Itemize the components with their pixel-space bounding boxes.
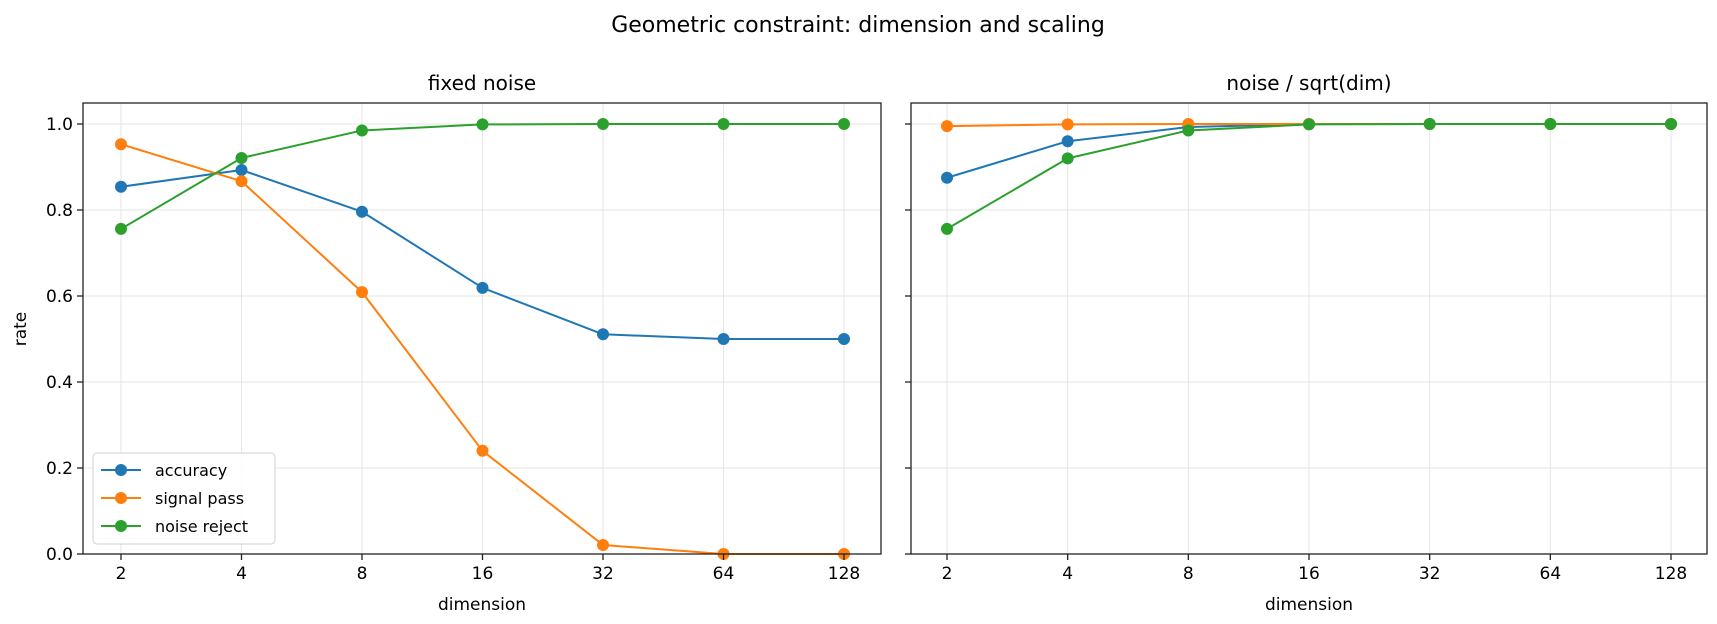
data-point-accuracy (941, 171, 953, 184)
panel-noise-sqrt-dim: noise / sqrt(dim) 2 4 8 16 32 64 128 dimension (905, 71, 1708, 615)
panel-fixed-noise: fixed noise 2 4 8 16 32 64 128 0.0 0.2 0.4 0.6 0.8 1… (11, 71, 882, 615)
data-point-noise-reject (476, 118, 489, 131)
legend-marker-icon (115, 464, 127, 476)
data-point-accuracy (597, 328, 609, 341)
panel-title: fixed noise (428, 71, 536, 95)
data-point-noise-reject (356, 124, 368, 137)
data-point-signal-pass (476, 444, 489, 457)
axis-ticks: 2 4 8 16 32 64 128 (905, 123, 1687, 584)
data-point-accuracy (356, 205, 368, 218)
legend-label: signal pass (155, 489, 244, 508)
x-tick-label: 32 (1419, 564, 1441, 584)
x-tick-label: 128 (828, 564, 860, 584)
x-axis-label: dimension (1265, 595, 1353, 615)
figure-title: Geometric constraint: dimension and scal… (611, 13, 1105, 38)
plot-lines (941, 118, 1677, 235)
legend-box (92, 452, 276, 545)
y-tick-label: 0.6 (46, 287, 73, 307)
data-point-noise-reject (1423, 118, 1436, 130)
x-tick-label: 2 (116, 564, 127, 584)
data-point-noise-reject (235, 151, 248, 164)
y-tick-label: 1.0 (46, 115, 73, 135)
data-point-signal-pass (1061, 118, 1074, 131)
data-point-noise-reject (1303, 118, 1315, 131)
data-point-noise-reject (838, 118, 850, 130)
data-point-signal-pass (597, 538, 609, 551)
x-tick-label: 16 (472, 564, 494, 584)
x-tick-label: 64 (1540, 564, 1562, 584)
x-tick-label: 32 (592, 564, 614, 584)
grid (911, 103, 1707, 555)
y-tick-label: 0.4 (46, 373, 73, 393)
legend-item-noise-reject: noise reject (101, 517, 248, 536)
data-point-accuracy (235, 164, 248, 177)
y-tick-label: 0.8 (46, 201, 73, 221)
data-point-noise-reject (941, 222, 953, 235)
panel-title: noise / sqrt(dim) (1226, 71, 1391, 95)
data-point-noise-reject (1182, 124, 1195, 137)
legend-label: noise reject (155, 517, 248, 536)
data-point-noise-reject (717, 118, 730, 130)
x-tick-label: 8 (357, 564, 368, 584)
y-axis-label: rate (11, 312, 31, 347)
x-tick-label: 2 (942, 564, 953, 584)
x-tick-label: 8 (1183, 564, 1194, 584)
legend-marker-icon (115, 520, 127, 532)
x-tick-label: 64 (713, 564, 735, 584)
data-point-accuracy (717, 333, 730, 345)
data-point-signal-pass (941, 120, 953, 133)
legend-marker-icon (115, 492, 127, 504)
x-tick-label: 16 (1298, 564, 1320, 584)
legend: accuracy signal pass noise reject (92, 452, 276, 545)
data-point-accuracy (1061, 135, 1074, 148)
x-tick-label: 4 (1062, 564, 1073, 584)
data-point-noise-reject (115, 222, 127, 235)
y-tick-label: 0.0 (46, 545, 73, 565)
data-point-signal-pass (115, 138, 127, 151)
data-point-signal-pass (235, 175, 248, 188)
data-point-accuracy (838, 333, 850, 345)
x-tick-label: 128 (1655, 564, 1687, 584)
data-point-accuracy (476, 281, 489, 294)
y-tick-label: 0.2 (46, 459, 73, 479)
x-tick-label: 4 (236, 564, 247, 584)
data-point-signal-pass (356, 286, 368, 299)
axis-ticks: 2 4 8 16 32 64 128 0.0 0.2 0.4 0.6 0.8 1.0 (46, 115, 860, 584)
data-point-noise-reject (1665, 118, 1677, 130)
data-point-noise-reject (1061, 152, 1074, 165)
legend-item-accuracy: accuracy (101, 461, 227, 480)
x-axis-label: dimension (438, 595, 526, 615)
data-point-noise-reject (1544, 118, 1557, 130)
data-point-noise-reject (597, 118, 609, 130)
data-point-accuracy (115, 180, 127, 193)
legend-label: accuracy (155, 461, 227, 480)
legend-item-signal-pass: signal pass (101, 489, 244, 508)
